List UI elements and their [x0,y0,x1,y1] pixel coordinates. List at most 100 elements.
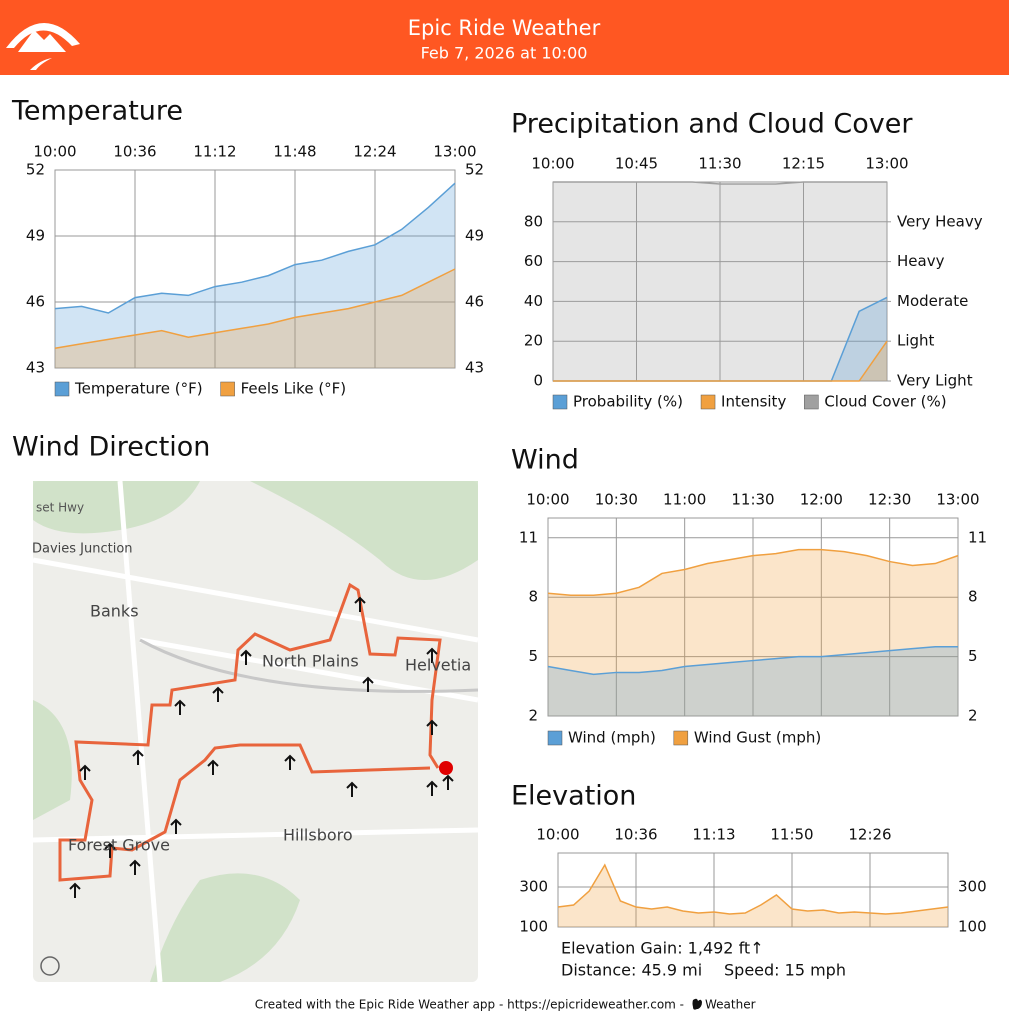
y-tick-label-right: 2 [968,707,978,725]
area [548,646,958,716]
line [557,863,949,915]
y2-tick-label: Light [897,332,935,350]
legend-swatch [700,394,716,410]
app-subtitle: Feb 7, 2026 at 10:00 [421,44,588,63]
y-tick-label: 52 [26,161,45,179]
area [558,865,948,927]
legend-label: Intensity [721,393,786,411]
y-tick-label-right: 49 [465,227,484,245]
x-tick-label: 12:30 [868,491,911,509]
footer-brand: Weather [705,998,756,1012]
y-tick-label: 2 [528,707,538,725]
x-tick-label: 11:13 [692,826,735,844]
chart-title: Elevation [511,781,636,812]
x-tick-label: 10:00 [531,155,574,173]
y-tick-label-right: 46 [465,293,484,311]
x-tick-label: 13:00 [865,155,908,173]
line [547,548,959,596]
app-title: Epic Ride Weather [408,16,601,40]
logo [6,22,80,70]
legend-label: Wind Gust (mph) [694,729,821,747]
area [548,549,958,716]
legend-label: Temperature (°F) [74,380,203,398]
area [553,182,887,381]
y-tick-label: 100 [519,918,548,936]
line [553,340,888,382]
map-label: set Hwy [36,501,84,515]
x-tick-label: 11:00 [663,491,706,509]
map-label: Hillsboro [283,826,353,845]
y-tick-label: 11 [519,528,538,546]
x-tick-label: 12:24 [353,143,396,161]
legend-label: Probability (%) [573,393,683,411]
x-tick-label: 13:00 [936,491,979,509]
y-tick-label-right: 100 [958,918,987,936]
y-tick-label: 49 [26,227,45,245]
brand-icon [692,998,702,1010]
x-tick-label: 12:15 [782,155,825,173]
x-tick-label: 11:12 [193,143,236,161]
legend-swatch [673,730,689,746]
y2-tick-label: Heavy [897,252,945,270]
x-tick-label: 11:30 [731,491,774,509]
map-label: Forest Grove [68,836,170,855]
plot-area [557,852,949,928]
y-tick-label-right: 52 [465,161,484,179]
y-tick-label: 0 [533,372,543,390]
area [55,269,455,368]
legend-swatch [804,394,819,410]
y-tick-label-right: 5 [968,647,978,665]
map-label: North Plains [262,652,359,671]
header-bar [0,0,1009,75]
distance: Distance: 45.9 mi [561,961,702,980]
y-tick-label-right: 11 [968,528,987,546]
line [553,181,887,185]
chart-title: Precipitation and Cloud Cover [511,109,913,140]
y-tick-label: 20 [524,332,543,350]
x-tick-label: 13:00 [433,143,476,161]
x-tick-label: 10:45 [615,155,658,173]
x-tick-label: 10:00 [526,491,569,509]
x-tick-label: 12:26 [848,826,891,844]
x-tick-label: 11:48 [273,143,316,161]
x-tick-label: 10:36 [614,826,657,844]
legend-swatch [54,381,70,397]
map: set Hwy Davies Junction Banks North Plai… [32,480,479,983]
x-tick-label: 11:50 [770,826,813,844]
y2-tick-label: Very Light [897,372,973,390]
legend-swatch [220,381,235,397]
y2-tick-label: Very Heavy [897,212,983,230]
area [553,297,887,381]
legend-swatch [547,730,563,746]
footer-text: Created with the Epic Ride Weather app -… [255,998,684,1012]
y-tick-label: 80 [524,212,543,230]
x-tick-label: 10:36 [113,143,156,161]
map-title: Wind Direction [12,432,210,463]
x-tick-label: 10:30 [595,491,638,509]
y-tick-label: 5 [528,647,538,665]
y-tick-label: 46 [26,293,45,311]
map-label: Davies Junction [32,542,133,557]
x-tick-label: 10:00 [33,143,76,161]
x-tick-label: 12:00 [800,491,843,509]
line [54,182,456,314]
legend-label: Wind (mph) [568,729,656,747]
map-label: Banks [90,602,139,621]
map-label: Helvetia [405,656,471,675]
y-tick-label: 60 [524,252,543,270]
legend-label: Feels Like (°F) [241,380,347,398]
elevation-gain: Elevation Gain: 1,492 ft↑ [561,939,764,958]
y-tick-label: 40 [524,292,543,310]
x-tick-label: 10:00 [536,826,579,844]
x-tick-label: 11:30 [698,155,741,173]
y2-tick-label: Moderate [897,292,968,310]
chart-title: Temperature [11,96,183,127]
line [54,268,456,349]
chart-title: Wind [511,445,579,476]
area [55,183,455,368]
legend-swatch [552,394,568,410]
y-tick-label-right: 43 [465,359,484,377]
y-tick-label: 8 [528,588,538,606]
legend-label: Cloud Cover (%) [824,393,946,411]
